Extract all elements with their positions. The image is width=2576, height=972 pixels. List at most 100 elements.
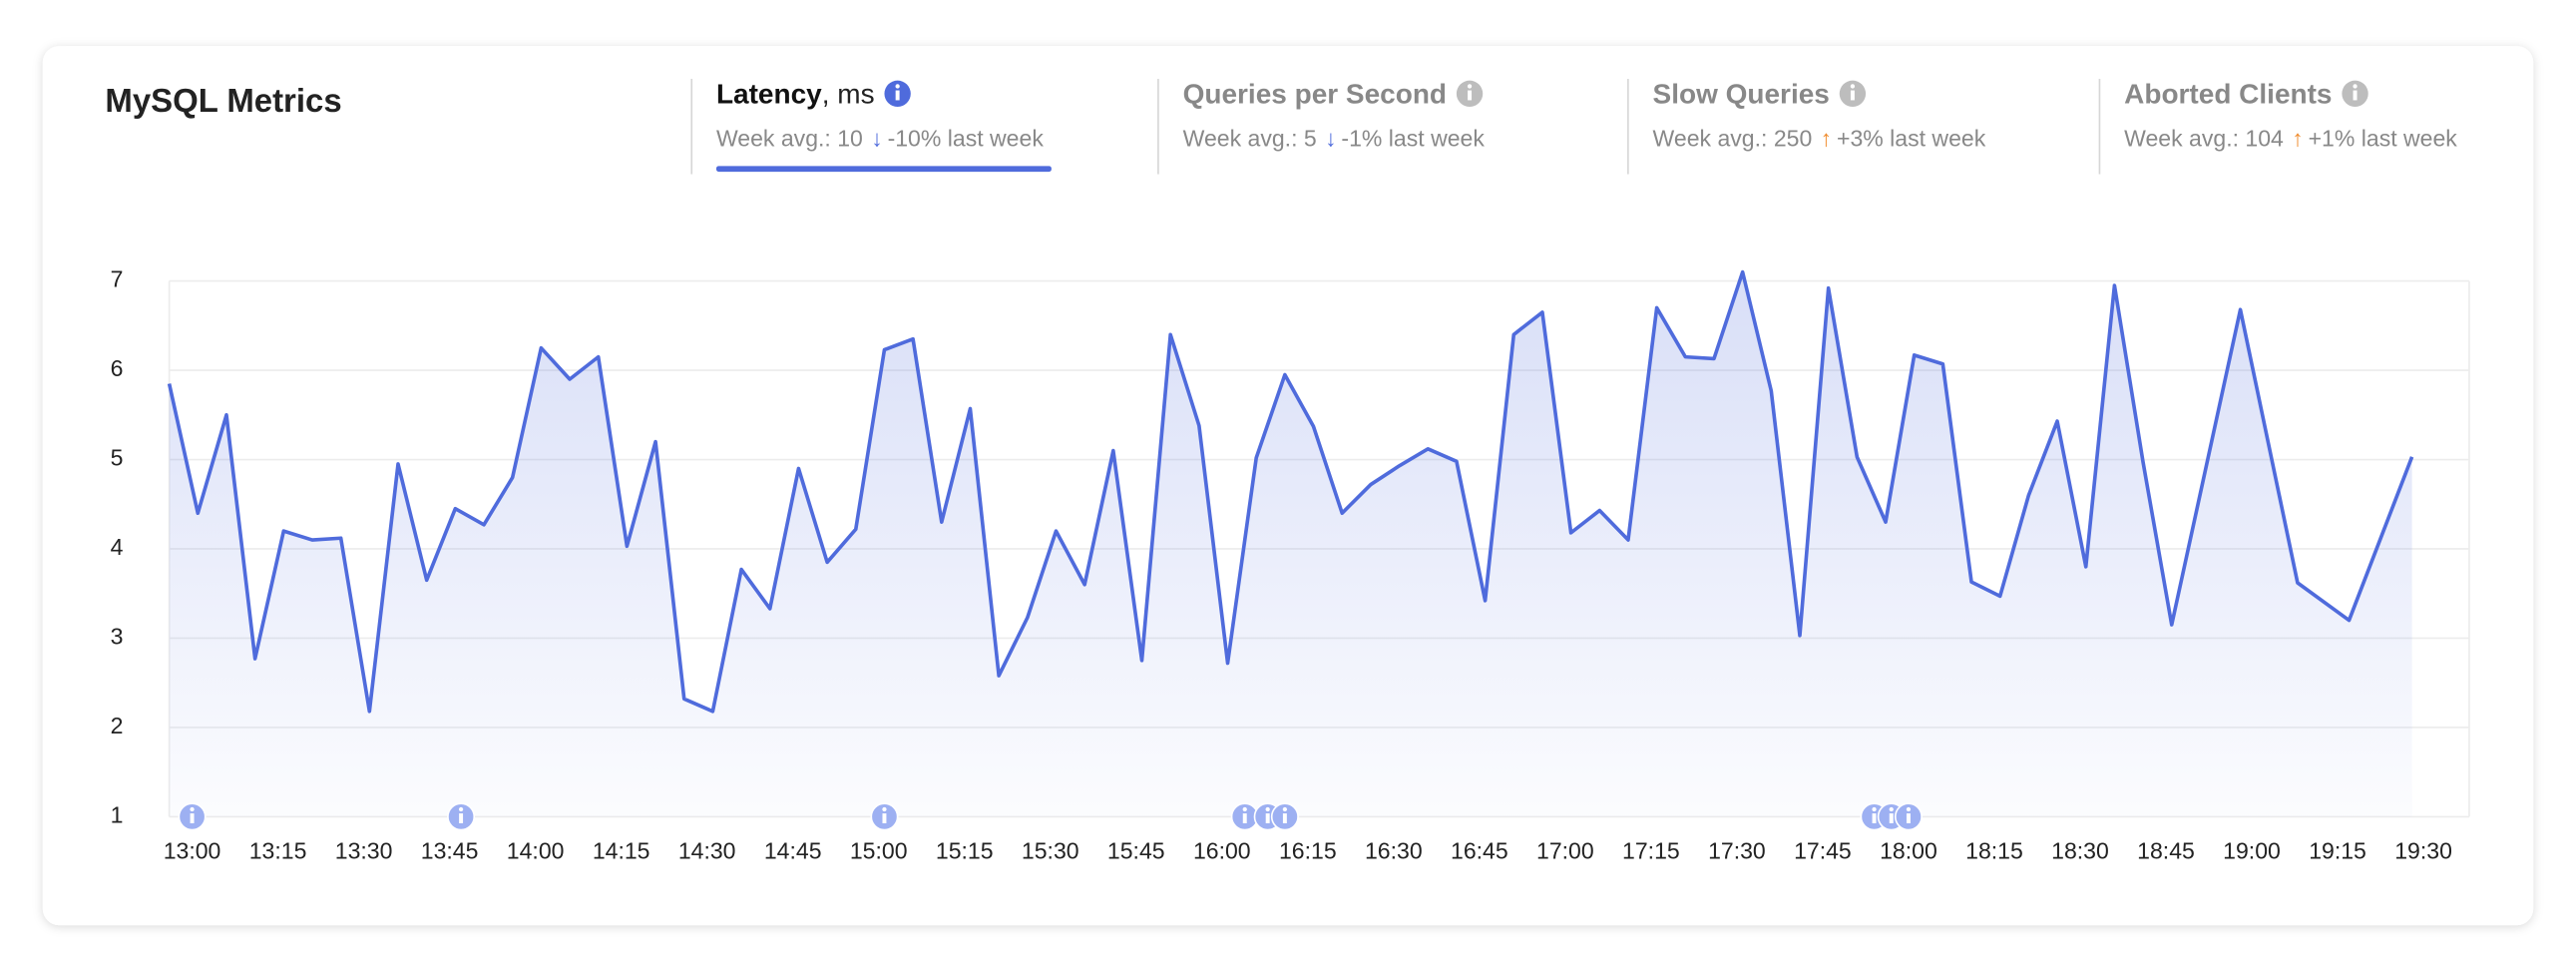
annotation-marker[interactable] [1894, 802, 1923, 831]
x-tick-label: 13:30 [335, 838, 393, 864]
metric-tab[interactable]: Latency, ms Week avg.: 10 ↓ -10% last week [690, 79, 1052, 175]
annotation-dot [1265, 806, 1270, 812]
y-tick-label: 6 [111, 355, 124, 381]
x-tick-label: 15:30 [1022, 838, 1079, 864]
x-tick-label: 15:45 [1107, 838, 1165, 864]
x-tick-label: 13:45 [421, 838, 479, 864]
x-tick-label: 14:45 [764, 838, 822, 864]
tab-title: Latency, ms [716, 79, 875, 110]
x-tick-label: 19:30 [2394, 838, 2452, 864]
metric-tab[interactable]: Queries per Second Week avg.: 5 ↓ -1% last … [1157, 79, 1486, 175]
area-fill [169, 271, 2412, 817]
annotation-dot [1906, 806, 1912, 812]
x-tick-label: 15:15 [936, 838, 994, 864]
active-underline [715, 166, 1052, 173]
metric-tab[interactable]: Slow Queries Week avg.: 250 ↑ +3% last week [1627, 79, 1986, 175]
change: -1% last week [1341, 126, 1485, 152]
tab-unit: , ms [822, 79, 875, 110]
line [167, 269, 2414, 714]
info-icon[interactable] [1456, 80, 1484, 108]
tab-name: Aborted Clients [2124, 79, 2332, 110]
summary: Week avg.: 10 [716, 126, 863, 152]
info-dot [895, 84, 900, 89]
info-icon[interactable] [884, 80, 911, 108]
annotation-dot [882, 806, 887, 812]
x-tick-label: 14:30 [678, 838, 736, 864]
info-dot [2353, 84, 2358, 89]
x-tick-label: 13:15 [249, 838, 307, 864]
x-tick-label: 14:15 [593, 838, 650, 864]
tab-summary: Week avg.: 104 ↑ +1% last week [2124, 126, 2457, 152]
info-icon[interactable] [1839, 80, 1867, 108]
y-tick-label: 1 [111, 801, 124, 827]
metric-tab[interactable]: Aborted Clients Week avg.: 104 ↑ +1% last w… [2098, 79, 2457, 175]
summary: Week avg.: 5 [1183, 126, 1317, 152]
tab-name: Latency [716, 79, 822, 110]
tab-title: Aborted Clients [2124, 79, 2332, 110]
annotation-stem [1872, 813, 1877, 823]
annotation-stem [459, 813, 464, 823]
annotation-stem [1242, 813, 1247, 823]
trend-arrow: ↑ [1821, 126, 1833, 152]
x-tick-label: 18:45 [2137, 838, 2195, 864]
annotation-marker[interactable] [1270, 802, 1299, 831]
tab-title: Slow Queries [1653, 79, 1830, 110]
x-tick-label: 17:45 [1794, 838, 1852, 864]
annotation-marker[interactable] [447, 802, 476, 831]
annotation-dot [190, 806, 195, 812]
tab-name: Slow Queries [1653, 79, 1830, 110]
trend-arrow: ↑ [2292, 126, 2304, 152]
tab-name: Queries per Second [1183, 79, 1447, 110]
annotation-dot [1889, 806, 1894, 812]
annotation-stem [1906, 813, 1911, 823]
x-tick-label: 18:15 [1965, 838, 2023, 864]
x-tick-label: 14:00 [507, 838, 565, 864]
chart: 1 2 3 4 5 6 7 13:00 13:15 13:30 13:45 14:00 14:15 14:… [111, 266, 2470, 864]
change: +3% last week [1837, 126, 1986, 152]
annotation-stem [1265, 813, 1270, 823]
annotation-dot [1242, 806, 1247, 812]
y-tick-label: 3 [111, 624, 124, 650]
tab-summary: Week avg.: 5 ↓ -1% last week [1183, 126, 1486, 152]
info-icon[interactable] [2342, 80, 2368, 108]
info-stem [895, 90, 900, 101]
annotation-marker[interactable] [870, 802, 899, 831]
annotation-dot [1282, 806, 1288, 812]
x-tick-label: 13:00 [164, 838, 221, 864]
info-stem [2353, 90, 2358, 101]
info-stem [1468, 90, 1473, 101]
tab-summary: Week avg.: 10 ↓ -10% last week [716, 126, 1044, 152]
tab-title: Queries per Second [1183, 79, 1447, 110]
annotation-stem [1282, 813, 1287, 823]
x-tick-label: 19:15 [2309, 838, 2366, 864]
x-tick-label: 17:00 [1536, 838, 1594, 864]
x-tick-label: 19:00 [2223, 838, 2281, 864]
tab-summary: Week avg.: 250 ↑ +3% last week [1653, 126, 1986, 152]
widget-title: MySQL Metrics [105, 82, 341, 119]
x-tick-label: 16:00 [1193, 838, 1251, 864]
x-tick-label: 17:15 [1622, 838, 1680, 864]
trend-arrow: ↓ [1325, 126, 1337, 152]
x-tick-label: 16:45 [1451, 838, 1508, 864]
annotation-stem [882, 813, 887, 823]
x-tick-label: 17:30 [1708, 838, 1766, 864]
y-tick-label: 5 [111, 445, 124, 471]
annotation-stem [1889, 813, 1894, 823]
x-tick-label: 18:30 [2051, 838, 2109, 864]
annotation-dot [458, 806, 464, 812]
trend-arrow: ↓ [871, 126, 883, 152]
annotation-marker[interactable] [178, 802, 207, 831]
change: -10% last week [888, 126, 1045, 152]
change: +1% last week [2309, 126, 2458, 152]
x-tick-label: 16:30 [1365, 838, 1423, 864]
x-tick-label: 16:15 [1279, 838, 1337, 864]
annotation-dot [1872, 806, 1877, 812]
info-stem [1850, 90, 1855, 101]
x-tick-label: 15:00 [850, 838, 908, 864]
y-tick-label: 2 [111, 713, 124, 738]
x-tick-label: 18:00 [1880, 838, 1937, 864]
y-tick-label: 4 [111, 534, 124, 560]
